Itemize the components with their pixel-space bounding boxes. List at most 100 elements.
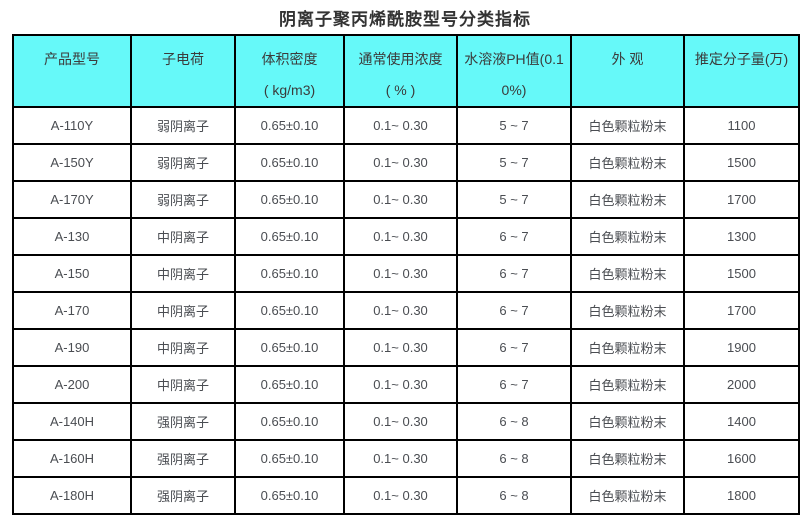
table-cell: 6 ~ 8 <box>456 476 572 515</box>
table-cell: A-200 <box>12 365 132 404</box>
header-label-line2: ( kg/m3) <box>263 82 316 98</box>
table-cell: 0.65±0.10 <box>234 180 345 219</box>
table-cell: 白色颗粒粉末 <box>570 106 685 145</box>
table-row: A-170 中阴离子 0.65±0.10 0.1~ 0.30 6 ~ 7 白色颗粒粉末 17… <box>12 291 800 330</box>
table-cell: 5 ~ 7 <box>456 106 572 145</box>
table-row: A-140H 强阴离子 0.65±0.10 0.1~ 0.30 6 ~ 8 白色颗粒粉末 1… <box>12 402 800 441</box>
table-cell: 0.65±0.10 <box>234 217 345 256</box>
table-cell: 0.1~ 0.30 <box>343 143 458 182</box>
table-cell: A-110Y <box>12 106 132 145</box>
table-cell: A-150 <box>12 254 132 293</box>
table-cell: 中阴离子 <box>130 217 236 256</box>
table-cell: 0.1~ 0.30 <box>343 291 458 330</box>
table-cell: 6 ~ 7 <box>456 217 572 256</box>
table-cell: 1600 <box>683 439 800 478</box>
header-label-line2 <box>572 75 683 106</box>
table-row: A-150 中阴离子 0.65±0.10 0.1~ 0.30 6 ~ 7 白色颗粒粉末 15… <box>12 254 800 293</box>
table-row: A-200 中阴离子 0.65±0.10 0.1~ 0.30 6 ~ 7 白色颗粒粉末 20… <box>12 365 800 404</box>
product-spec-table: 产品型号 子电荷 体积密度 ( kg/m3) 通常使用浓度 ( % ) 水溶液P… <box>12 34 800 515</box>
table-cell: 0.65±0.10 <box>234 476 345 515</box>
header-cell-ionic-charge: 子电荷 <box>130 34 236 108</box>
table-cell: A-170Y <box>12 180 132 219</box>
table-cell: 0.1~ 0.30 <box>343 328 458 367</box>
table-cell: 强阴离子 <box>130 476 236 515</box>
table-body: A-110Y 弱阴离子 0.65±0.10 0.1~ 0.30 5 ~ 7 白色颗粒粉末 1… <box>12 106 800 515</box>
table-cell: 白色颗粒粉末 <box>570 476 685 515</box>
header-cell-appearance: 外 观 <box>570 34 685 108</box>
table-cell: 弱阴离子 <box>130 106 236 145</box>
table-cell: 0.1~ 0.30 <box>343 365 458 404</box>
header-label-line2 <box>132 75 234 106</box>
header-label-line2: ( % ) <box>385 82 416 98</box>
header-label: 通常使用浓度 <box>358 51 443 67</box>
table-row: A-150Y 弱阴离子 0.65±0.10 0.1~ 0.30 5 ~ 7 白色颗粒粉末 1… <box>12 143 800 182</box>
table-cell: 弱阴离子 <box>130 180 236 219</box>
table-row: A-180H 强阴离子 0.65±0.10 0.1~ 0.30 6 ~ 8 白色颗粒粉末 1… <box>12 476 800 515</box>
table-cell: 6 ~ 7 <box>456 328 572 367</box>
table-cell: 0.1~ 0.30 <box>343 106 458 145</box>
table-cell: 白色颗粒粉末 <box>570 143 685 182</box>
header-cell-ph-value: 水溶液PH值(0.1 0%) <box>456 34 572 108</box>
table-cell: A-190 <box>12 328 132 367</box>
table-cell: 0.65±0.10 <box>234 402 345 441</box>
table-cell: A-140H <box>12 402 132 441</box>
table-header-row: 产品型号 子电荷 体积密度 ( kg/m3) 通常使用浓度 ( % ) 水溶液P… <box>12 34 800 108</box>
table-cell: 1700 <box>683 291 800 330</box>
table-cell: 白色颗粒粉末 <box>570 365 685 404</box>
table-cell: 1700 <box>683 180 800 219</box>
table-cell: 白色颗粒粉末 <box>570 180 685 219</box>
header-cell-usage-concentration: 通常使用浓度 ( % ) <box>343 34 458 108</box>
table-cell: 白色颗粒粉末 <box>570 217 685 256</box>
table-row: A-190 中阴离子 0.65±0.10 0.1~ 0.30 6 ~ 7 白色颗粒粉末 19… <box>12 328 800 367</box>
table-cell: 0.65±0.10 <box>234 106 345 145</box>
table-cell: A-160H <box>12 439 132 478</box>
table-cell: 6 ~ 7 <box>456 254 572 293</box>
table-cell: 1500 <box>683 254 800 293</box>
table-cell: 强阴离子 <box>130 439 236 478</box>
table-cell: 0.1~ 0.30 <box>343 476 458 515</box>
table-cell: 6 ~ 8 <box>456 402 572 441</box>
table-cell: 0.65±0.10 <box>234 254 345 293</box>
header-label: 水溶液PH值(0.1 <box>464 51 564 67</box>
table-cell: 5 ~ 7 <box>456 143 572 182</box>
table-cell: 中阴离子 <box>130 291 236 330</box>
table-cell: 6 ~ 8 <box>456 439 572 478</box>
table-row: A-130 中阴离子 0.65±0.10 0.1~ 0.30 6 ~ 7 白色颗粒粉末 13… <box>12 217 800 256</box>
table-cell: 1300 <box>683 217 800 256</box>
header-label-line2: 0%) <box>501 82 527 98</box>
table-cell: 0.1~ 0.30 <box>343 180 458 219</box>
table-cell: 强阴离子 <box>130 402 236 441</box>
table-row: A-110Y 弱阴离子 0.65±0.10 0.1~ 0.30 5 ~ 7 白色颗粒粉末 1… <box>12 106 800 145</box>
header-label: 体积密度 <box>261 51 318 67</box>
table-cell: 2000 <box>683 365 800 404</box>
table-cell: 1100 <box>683 106 800 145</box>
table-cell: 1800 <box>683 476 800 515</box>
header-label: 产品型号 <box>44 51 100 67</box>
table-cell: A-170 <box>12 291 132 330</box>
table-cell: A-180H <box>12 476 132 515</box>
page-title: 阴离子聚丙烯酰胺型号分类指标 <box>279 9 531 29</box>
header-label-line2 <box>685 75 798 106</box>
table-cell: 1500 <box>683 143 800 182</box>
table-cell: A-150Y <box>12 143 132 182</box>
table-cell: 0.1~ 0.30 <box>343 217 458 256</box>
table-cell: 0.65±0.10 <box>234 439 345 478</box>
table-cell: 中阴离子 <box>130 365 236 404</box>
header-label: 子电荷 <box>162 51 204 67</box>
table-cell: 0.1~ 0.30 <box>343 254 458 293</box>
header-label: 外 观 <box>611 51 644 67</box>
table-cell: 0.1~ 0.30 <box>343 402 458 441</box>
table-cell: 白色颗粒粉末 <box>570 402 685 441</box>
table-row: A-170Y 弱阴离子 0.65±0.10 0.1~ 0.30 5 ~ 7 白色颗粒粉末 1… <box>12 180 800 219</box>
table-cell: 0.65±0.10 <box>234 365 345 404</box>
table-cell: 白色颗粒粉末 <box>570 254 685 293</box>
table-cell: 白色颗粒粉末 <box>570 328 685 367</box>
title-bar: 阴离子聚丙烯酰胺型号分类指标 <box>0 0 810 34</box>
table-cell: 6 ~ 7 <box>456 291 572 330</box>
header-cell-bulk-density: 体积密度 ( kg/m3) <box>234 34 345 108</box>
table-cell: 0.1~ 0.30 <box>343 439 458 478</box>
table-cell: 1400 <box>683 402 800 441</box>
table-cell: 白色颗粒粉末 <box>570 439 685 478</box>
table-cell: 白色颗粒粉末 <box>570 291 685 330</box>
table-row: A-160H 强阴离子 0.65±0.10 0.1~ 0.30 6 ~ 8 白色颗粒粉末 1… <box>12 439 800 478</box>
